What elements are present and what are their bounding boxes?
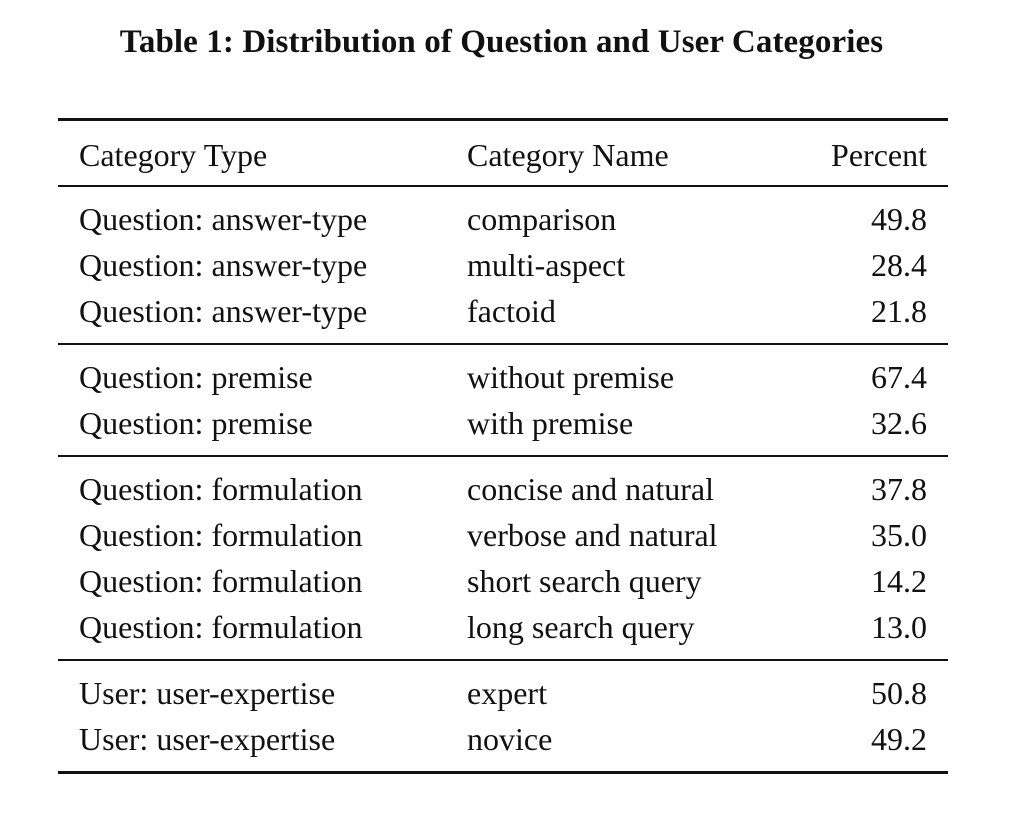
cell-category-type: Question: formulation	[79, 471, 363, 507]
header-rule	[58, 185, 948, 187]
table-row: Question: answer-type comparison 49.8	[58, 196, 948, 242]
table-row: Question: answer-type factoid 21.8	[58, 288, 948, 334]
cell-category-name: expert	[467, 675, 547, 711]
table-row: Question: formulation long search query …	[58, 604, 948, 650]
cell-category-name: long search query	[467, 609, 695, 645]
cell-category-type: User: user-expertise	[79, 675, 336, 711]
table-row: Question: formulation concise and natura…	[58, 466, 948, 512]
cell-category-type: Question: premise	[79, 359, 313, 395]
table-row: User: user-expertise novice 49.2	[58, 716, 948, 762]
cell-category-name: factoid	[467, 293, 556, 329]
bottom-rule	[58, 771, 948, 774]
cell-category-type: Question: premise	[79, 405, 313, 441]
table-row: User: user-expertise expert 50.8	[58, 670, 948, 716]
cell-percent: 35.0	[871, 517, 927, 553]
cell-category-type: User: user-expertise	[79, 721, 336, 757]
cell-percent: 67.4	[871, 359, 927, 395]
cell-percent: 13.0	[871, 609, 927, 645]
cell-percent: 37.8	[871, 471, 927, 507]
table-header-row: Category Type Category Name Percent	[58, 121, 948, 185]
cell-category-type: Question: answer-type	[79, 201, 368, 237]
cell-category-name: without premise	[467, 359, 675, 395]
table-row: Question: premise without premise 67.4	[58, 354, 948, 400]
cell-percent: 49.2	[871, 721, 927, 757]
header-percent: Percent	[831, 137, 927, 173]
cell-percent: 21.8	[871, 293, 927, 329]
cell-category-type: Question: formulation	[79, 609, 363, 645]
cell-percent: 32.6	[871, 405, 927, 441]
cell-percent: 49.8	[871, 201, 927, 237]
table-row: Question: answer-type multi-aspect 28.4	[58, 242, 948, 288]
cell-category-name: comparison	[467, 201, 617, 237]
table-row: Question: premise with premise 32.6	[58, 400, 948, 446]
cell-percent: 28.4	[871, 247, 927, 283]
table-caption: Table 1: Distribution of Question and Us…	[119, 24, 884, 60]
table-row: Question: formulation short search query…	[58, 558, 948, 604]
cell-category-type: Question: answer-type	[79, 247, 368, 283]
top-rule	[58, 118, 948, 121]
cell-category-name: multi-aspect	[467, 247, 626, 283]
group-rule	[58, 343, 948, 345]
distribution-table: Category Type Category Name Percent Ques…	[58, 118, 948, 774]
header-category-name: Category Name	[467, 137, 669, 173]
cell-category-type: Question: answer-type	[79, 293, 368, 329]
cell-category-type: Question: formulation	[79, 517, 363, 553]
cell-category-name: verbose and natural	[467, 517, 718, 553]
cell-category-name: novice	[467, 721, 553, 757]
group-rule	[58, 455, 948, 457]
group-rule	[58, 659, 948, 661]
cell-category-name: short search query	[467, 563, 702, 599]
cell-category-type: Question: formulation	[79, 563, 363, 599]
cell-percent: 14.2	[871, 563, 927, 599]
cell-category-name: concise and natural	[467, 471, 714, 507]
cell-category-name: with premise	[467, 405, 634, 441]
cell-percent: 50.8	[871, 675, 927, 711]
table-row: Question: formulation verbose and natura…	[58, 512, 948, 558]
header-category-type: Category Type	[79, 137, 268, 173]
